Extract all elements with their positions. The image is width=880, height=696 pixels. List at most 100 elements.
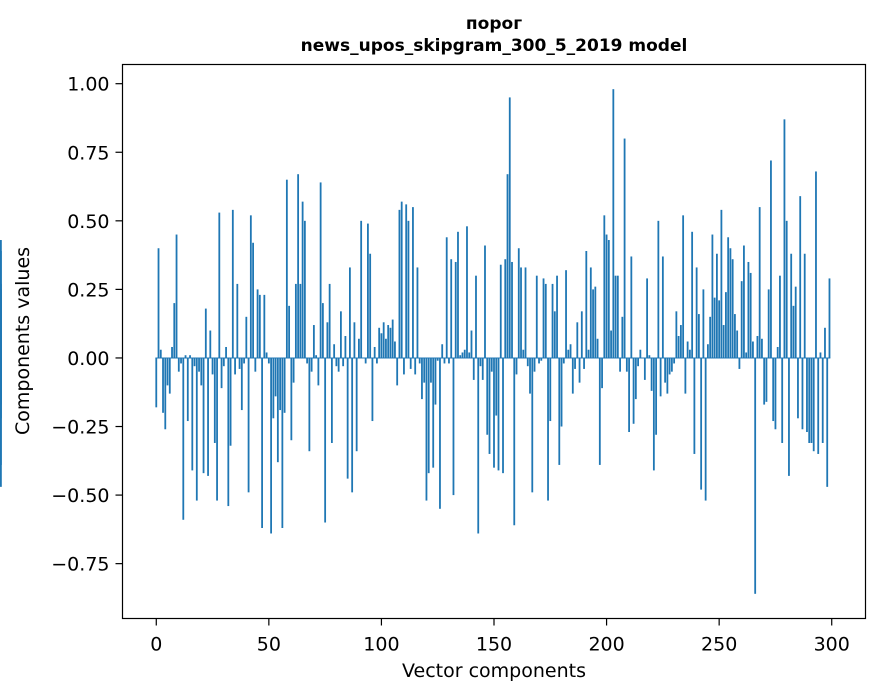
bar [193,357,196,367]
bar [285,179,288,358]
bar [249,215,252,358]
bar [562,357,565,364]
bar [175,234,178,358]
bar [596,338,599,358]
bar [675,311,678,358]
bar [616,275,619,358]
bar [213,357,216,443]
bar [243,357,245,364]
bar [743,245,745,358]
bar [574,357,576,369]
bar [326,322,329,358]
bar [297,174,300,358]
bar [340,311,342,358]
bar [499,264,502,358]
bar [785,220,788,358]
bar [211,357,214,375]
bar [310,357,313,372]
bar [770,160,772,358]
bar [387,325,390,358]
bar [628,357,630,433]
bar [321,303,324,358]
chart-subtitle: news_upos_skipgram_300_5_2019 model [301,36,688,56]
bar [481,357,484,380]
bar [558,357,561,465]
bar [279,357,282,411]
bar [792,305,795,358]
bar [803,253,806,358]
bar [682,215,685,358]
bar [520,267,522,358]
bar [794,286,797,358]
chart-title: порог [466,14,522,34]
bar [632,357,635,424]
bar [603,215,606,358]
bar [400,201,403,358]
bar [727,237,730,358]
bar [673,357,676,364]
bar [459,355,462,358]
bar [720,209,723,358]
bar [267,357,270,364]
bar [191,357,194,471]
bar [819,352,822,358]
bar [450,259,453,358]
bar [767,289,770,358]
bar [177,357,180,372]
bar [294,283,297,358]
bar [745,352,748,358]
bar [679,325,682,358]
bar [389,327,392,358]
bar [441,344,444,358]
bar [634,357,637,400]
bar [648,355,651,358]
bar [231,209,234,358]
bar [418,357,421,364]
bar [508,97,511,358]
bar [330,357,333,443]
bar [666,357,669,394]
bar [270,357,272,534]
bar [382,322,385,358]
bar [657,220,660,358]
bar [207,357,209,476]
bar [788,357,790,476]
bar [216,357,218,501]
bar [711,234,714,358]
bar [772,357,775,422]
bar [531,357,534,493]
bar [540,357,543,361]
bar [544,283,547,358]
x-tick-label: 0 [150,634,162,656]
y-tick-label: 0.75 [67,142,109,164]
bar [826,357,829,487]
bar [443,357,446,364]
bar [650,357,653,391]
bar [301,201,304,358]
bar [740,281,743,358]
bar [342,357,345,367]
bar [718,300,721,358]
bar [394,341,396,358]
bar [445,237,448,358]
bar [220,357,223,389]
bar [725,292,727,358]
bar [758,207,761,358]
bar [222,357,225,367]
bar [159,349,162,358]
y-axis: −0.75 −0.50 −0.25 0.00 0.25 0.50 0.75 1.00 [51,74,123,576]
bar [180,357,182,364]
bar [598,357,601,465]
bar [569,344,572,358]
bar [677,336,680,358]
bar [252,242,254,358]
y-tick-label: −0.75 [51,554,109,576]
bar [360,220,363,358]
bar [335,357,338,367]
bar [812,357,815,452]
bar [299,283,302,358]
bar [240,357,243,411]
bar [756,336,759,358]
bar [506,174,509,358]
